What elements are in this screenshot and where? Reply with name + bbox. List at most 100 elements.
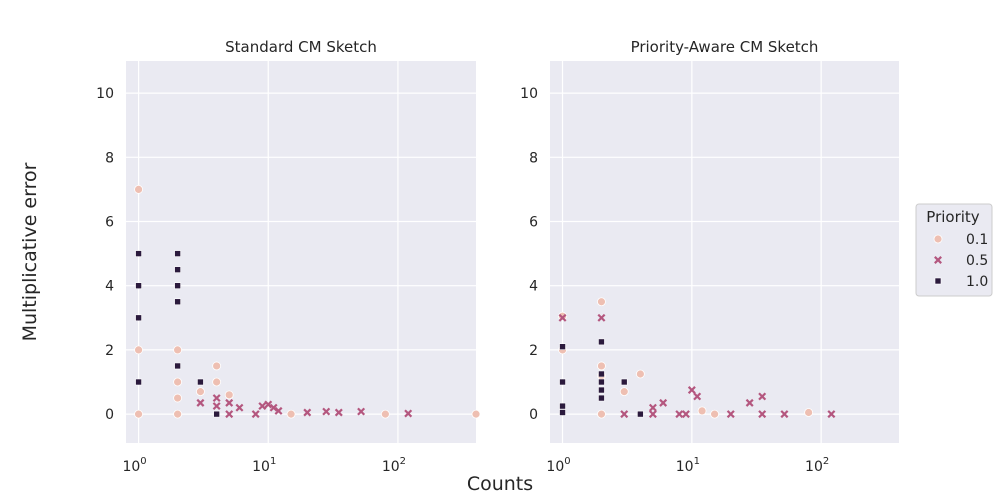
data-point [173, 393, 183, 403]
data-point [174, 282, 181, 290]
data-point [559, 409, 566, 416]
data-point [174, 298, 181, 306]
y-tick-label: 0 [105, 407, 114, 423]
legend-label: 1.0 [966, 274, 988, 290]
data-point [745, 398, 754, 407]
data-point [258, 402, 267, 411]
panel-title: Priority-Aware CM Sketch [631, 38, 819, 56]
y-tick-label: 2 [105, 343, 114, 359]
y-tick-label: 6 [529, 215, 538, 231]
y-tick-label: 2 [529, 343, 538, 359]
data-point [598, 386, 605, 394]
legend-title: Priority [926, 208, 980, 226]
legend: Priority 0.1 0.5 1.0 [915, 203, 993, 297]
data-point [197, 378, 204, 386]
data-point [597, 409, 606, 419]
legend-frame [915, 203, 993, 297]
data-point [334, 408, 343, 417]
data-point [635, 369, 645, 379]
data-point [212, 394, 221, 403]
data-point [135, 250, 142, 257]
data-point [648, 410, 657, 419]
data-point [225, 398, 234, 407]
data-point [620, 378, 628, 386]
data-point [135, 314, 142, 322]
data-point [804, 408, 814, 417]
data-point [174, 266, 181, 273]
data-point [758, 392, 767, 401]
data-point [597, 297, 606, 307]
series-1.0 [559, 338, 644, 418]
data-point [173, 409, 183, 419]
data-point [558, 311, 567, 321]
data-point [225, 410, 234, 419]
data-point [687, 386, 696, 395]
data-point [134, 409, 143, 419]
legend-label: 0.1 [966, 232, 988, 248]
y-axis-label: Multiplicative error [19, 162, 41, 341]
data-point [357, 407, 366, 416]
series-0.5 [196, 394, 413, 419]
data-point [559, 402, 566, 410]
data-point [224, 390, 234, 400]
panel-title: Standard CM Sketch [225, 38, 377, 56]
data-point [174, 250, 181, 257]
data-point [598, 378, 605, 386]
legend-marker-0.5 [934, 256, 942, 264]
series-1.0 [135, 250, 220, 418]
data-point [196, 398, 205, 407]
data-point [598, 370, 605, 378]
x-tick-label: 102 [805, 456, 829, 475]
data-point [559, 343, 566, 350]
y-tick-label: 4 [105, 279, 114, 295]
data-point [212, 361, 222, 371]
data-point [597, 361, 606, 371]
y-tick-label: 10 [520, 86, 538, 102]
data-point [173, 345, 183, 355]
data-point [758, 410, 767, 419]
data-point [559, 378, 566, 386]
y-tick-label: 0 [529, 407, 538, 423]
data-point [173, 377, 183, 387]
data-point [598, 394, 605, 402]
data-point [598, 338, 605, 346]
data-point [196, 387, 205, 397]
data-point [174, 362, 181, 370]
y-tick-label: 6 [105, 215, 114, 231]
data-point [380, 409, 390, 419]
data-point [286, 409, 296, 419]
data-point [303, 408, 312, 417]
data-point [710, 409, 720, 419]
legend-marker-1.0 [934, 277, 942, 285]
data-point [212, 402, 221, 411]
data-point [620, 410, 629, 419]
y-tick-label: 8 [105, 150, 114, 166]
x-tick-label: 100 [122, 456, 146, 475]
data-point [726, 410, 735, 419]
data-point [675, 410, 684, 419]
data-point [619, 387, 629, 397]
x-tick-label: 101 [252, 456, 276, 475]
x-axis-label: Counts [467, 473, 533, 495]
panels: Standard CM Sketch 0 2 4 6 8 10 100 101 102 Priori… [96, 38, 899, 475]
y-tick-label: 4 [529, 279, 538, 295]
x-tick-label: 100 [546, 456, 570, 475]
data-point [213, 410, 220, 418]
plot-area [126, 61, 476, 443]
data-point [780, 410, 789, 419]
data-point [471, 409, 481, 419]
data-point [648, 403, 657, 412]
data-point [322, 407, 331, 416]
data-point [681, 410, 690, 419]
series-0.1 [134, 185, 481, 419]
x-tick-label: 101 [676, 456, 700, 475]
legend-marker-0.1 [933, 234, 943, 244]
data-point [134, 185, 143, 194]
legend-label: 0.5 [966, 253, 988, 269]
data-point [597, 313, 606, 322]
data-point [135, 282, 142, 290]
data-point [274, 406, 283, 415]
data-point [212, 377, 222, 387]
